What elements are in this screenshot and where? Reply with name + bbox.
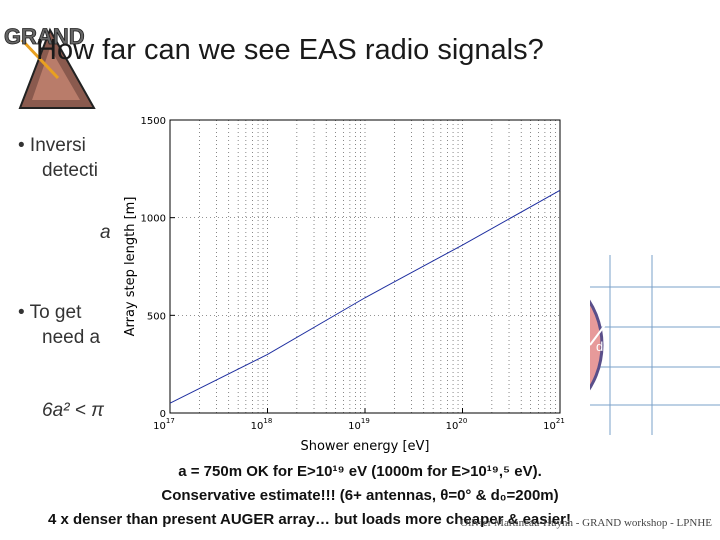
series-line [169, 189, 561, 404]
slide-title: How far can we see EAS radio signals? [36, 34, 544, 66]
y-tick-label: 500 [147, 311, 166, 322]
y-tick-label: 1500 [141, 116, 166, 127]
y-axis-ticks: 0 500 1000 1500 [141, 116, 175, 420]
inequality-fragment: 6a² < π [42, 400, 104, 421]
footer-credit: Olivier Martineau-Huynh - GRAND workshop… [460, 517, 712, 529]
y-tick-label: 1000 [141, 214, 166, 225]
math-a-fragment: a [100, 222, 111, 243]
bullet-2: • To get [18, 302, 82, 323]
radius-line [589, 320, 609, 346]
grand-logo: GRAND [4, 24, 96, 109]
logo-text: GRAND [4, 24, 85, 49]
logo-ray [20, 38, 60, 80]
chart-background [120, 108, 590, 463]
x-axis-label: Shower energy [eV] [300, 439, 429, 454]
bullet-1-line2: detecti [42, 160, 98, 181]
bullet-1: • Inversi [18, 135, 86, 156]
summary-line-2: Conservative estimate!!! (6+ antennas, θ… [161, 487, 559, 504]
diagram-label-d: d [596, 339, 603, 354]
y-axis-label: Array step length [m] [123, 197, 138, 337]
y-tick-label: 0 [160, 409, 166, 420]
summary-line-1: a = 750m OK for E>10¹⁹ eV (1000m for E>1… [178, 463, 542, 480]
bullet-2-line2: need a [42, 327, 101, 348]
summary-line-3: 4 x denser than present AUGER array… but… [48, 511, 571, 528]
